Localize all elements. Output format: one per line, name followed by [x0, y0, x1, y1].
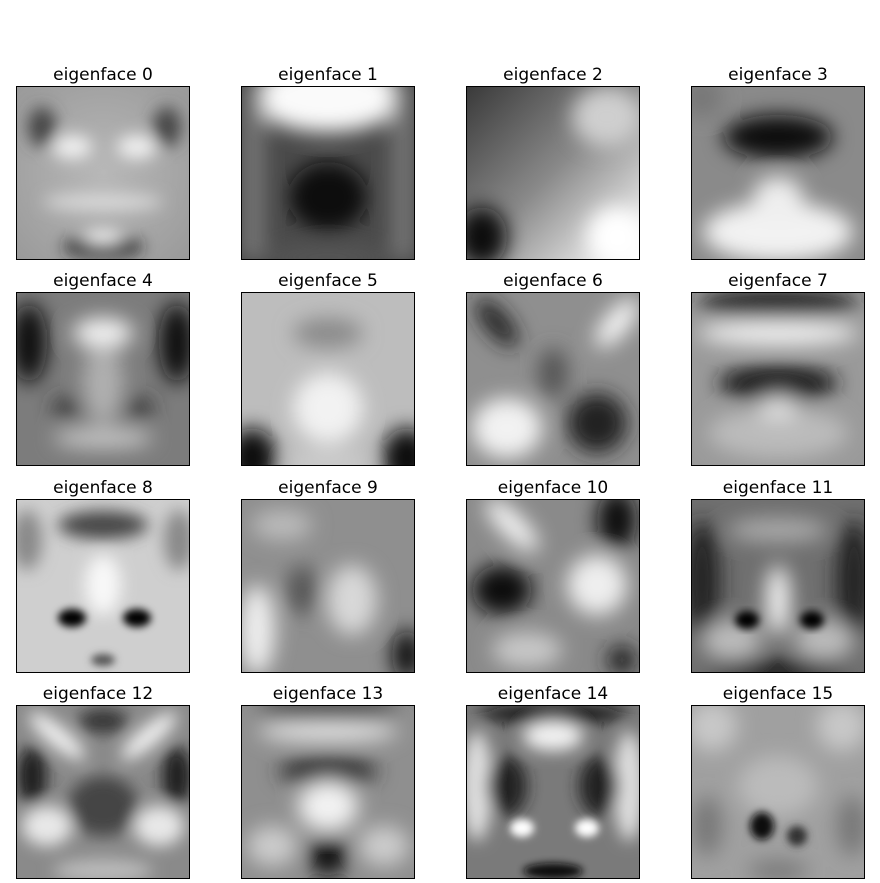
eigenface-image — [16, 86, 190, 260]
eigenface-panel-14: eigenface 14 — [453, 683, 653, 883]
panel-title: eigenface 5 — [278, 271, 378, 291]
panel-title: eigenface 2 — [503, 65, 603, 85]
eigenface-10-image — [467, 500, 639, 672]
eigenface-image — [466, 292, 640, 466]
panel-title: eigenface 10 — [497, 478, 609, 498]
eigenface-image — [16, 292, 190, 466]
panel-title: eigenface 15 — [722, 684, 834, 704]
eigenface-panel-2: eigenface 2 — [453, 64, 653, 264]
eigenface-panel-12: eigenface 12 — [0, 683, 198, 883]
eigenface-image — [241, 292, 415, 466]
eigenface-panel-15: eigenface 15 — [678, 683, 878, 883]
eigenface-15-image — [692, 706, 864, 878]
eigenface-image — [691, 86, 865, 260]
panel-title: eigenface 6 — [503, 271, 603, 291]
eigenface-panel-0: eigenface 0 — [3, 64, 203, 264]
eigenface-13-image — [242, 706, 414, 878]
eigenface-3-image — [692, 87, 864, 259]
eigenface-panel-13: eigenface 13 — [228, 683, 428, 883]
eigenface-0-image — [17, 87, 189, 259]
eigenface-9-image — [242, 500, 414, 672]
panel-title: eigenface 0 — [53, 65, 153, 85]
eigenface-14-image — [467, 706, 639, 878]
eigenface-image — [16, 499, 190, 673]
eigenface-4-image — [17, 293, 189, 465]
eigenface-panel-5: eigenface 5 — [228, 270, 428, 470]
eigenface-panel-4: eigenface 4 — [3, 270, 203, 470]
eigenface-panel-6: eigenface 6 — [453, 270, 653, 470]
eigenface-panel-11: eigenface 11 — [678, 477, 878, 677]
eigenface-panel-1: eigenface 1 — [228, 64, 428, 264]
eigenface-image — [466, 499, 640, 673]
eigenface-7-image — [692, 293, 864, 465]
panel-title: eigenface 4 — [53, 271, 153, 291]
eigenface-12-image — [17, 706, 189, 878]
panel-title: eigenface 8 — [53, 478, 153, 498]
panel-title: eigenface 3 — [728, 65, 828, 85]
panel-title: eigenface 1 — [278, 65, 378, 85]
eigenface-1-image — [242, 87, 414, 259]
eigenface-11-image — [692, 500, 864, 672]
eigenface-image — [16, 705, 190, 879]
eigenface-image — [466, 86, 640, 260]
eigenface-5-image — [242, 293, 414, 465]
eigenface-panel-10: eigenface 10 — [453, 477, 653, 677]
eigenface-2-image — [467, 87, 639, 259]
panel-title: eigenface 13 — [272, 684, 384, 704]
eigenface-panel-8: eigenface 8 — [3, 477, 203, 677]
panel-title: eigenface 11 — [722, 478, 834, 498]
panel-title: eigenface 9 — [278, 478, 378, 498]
eigenface-8-image — [17, 500, 189, 672]
eigenface-image — [466, 705, 640, 879]
eigenface-image — [691, 705, 865, 879]
eigenface-image — [241, 499, 415, 673]
eigenface-image — [691, 292, 865, 466]
eigenface-panel-9: eigenface 9 — [228, 477, 428, 677]
eigenface-image — [241, 86, 415, 260]
panel-title: eigenface 12 — [42, 684, 154, 704]
eigenface-image — [691, 499, 865, 673]
panel-title: eigenface 7 — [728, 271, 828, 291]
eigenface-panel-7: eigenface 7 — [678, 270, 878, 470]
eigenface-6-image — [467, 293, 639, 465]
eigenface-panel-3: eigenface 3 — [678, 64, 878, 264]
panel-title: eigenface 14 — [497, 684, 609, 704]
eigenface-image — [241, 705, 415, 879]
